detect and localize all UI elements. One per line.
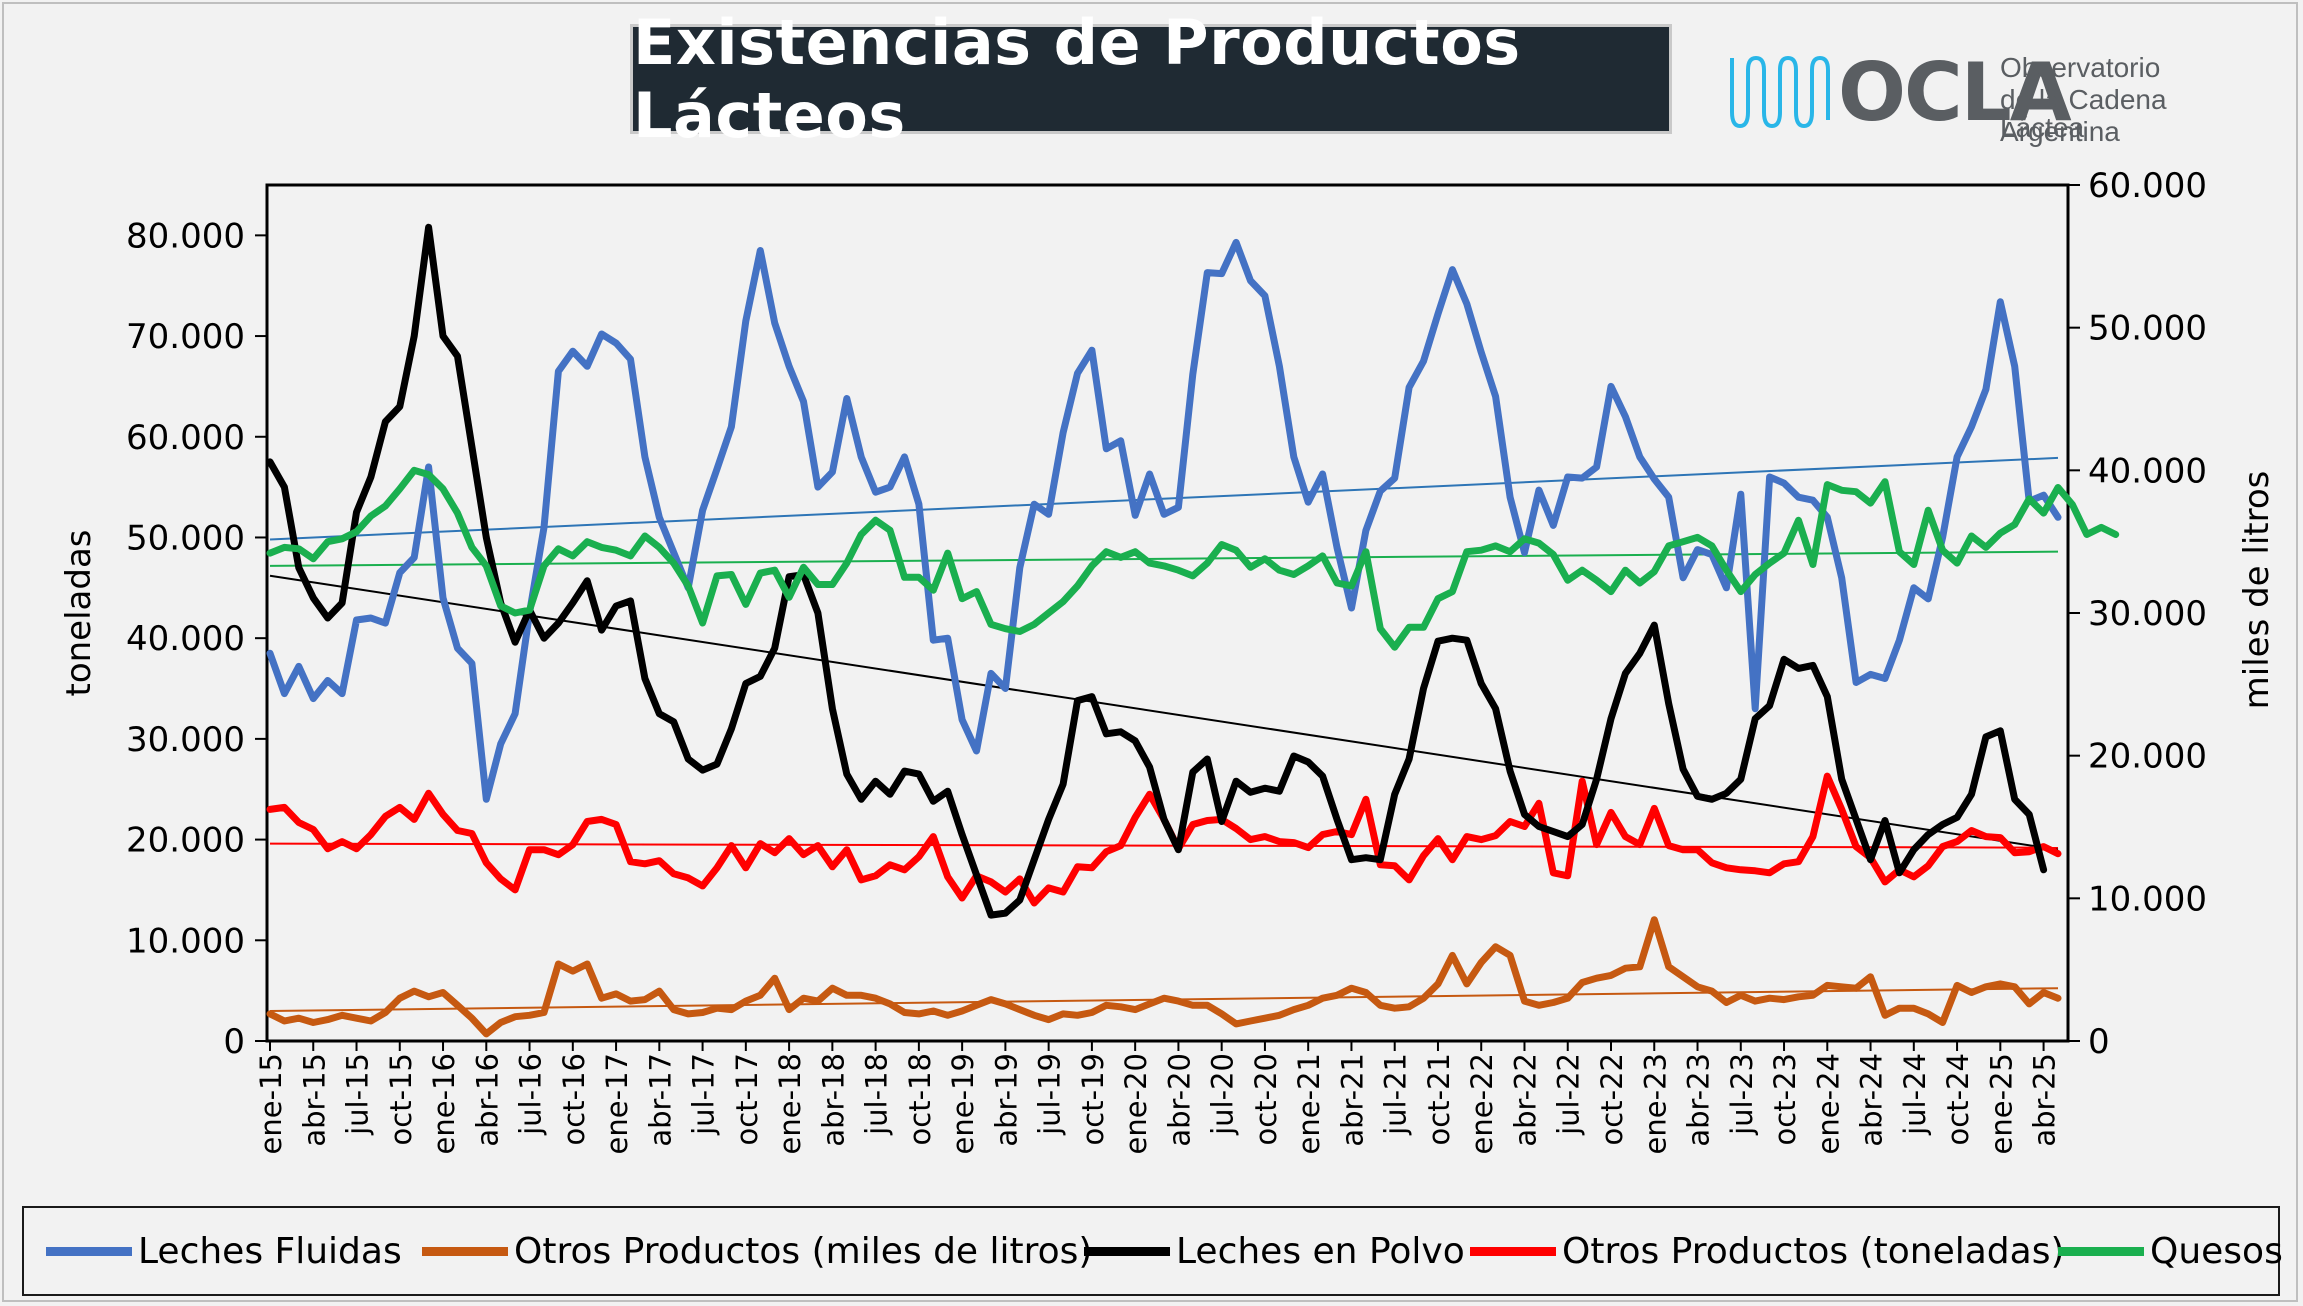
x-tick-label: ene-20 (1119, 1053, 1153, 1154)
chart-title: Existencias de Productos Lácteos (633, 6, 1521, 152)
x-tick-label: oct-24 (1941, 1053, 1975, 1145)
x-tick-label: ene-23 (1638, 1053, 1672, 1154)
y-tick-label: 20.000 (126, 821, 245, 861)
x-tick-label: oct-17 (730, 1053, 764, 1145)
series-lines (266, 223, 2120, 1038)
x-tick-label: jul-19 (1033, 1053, 1067, 1136)
x-tick-label: oct-20 (1249, 1053, 1283, 1145)
plot-area (265, 183, 2070, 1043)
y-tick-label: 40.000 (126, 619, 245, 659)
x-tick-label: jul-20 (1206, 1053, 1240, 1136)
y2-tick-label: 50.000 (2088, 309, 2207, 349)
y-tick-label: 70.000 (126, 317, 245, 357)
legend-item-leches-polvo: Leches en Polvo (1084, 1208, 1465, 1294)
x-tick-label: oct-23 (1768, 1053, 1802, 1145)
legend-label: Leches Fluidas (138, 1230, 402, 1272)
logo-line-2: de la Cadena Láctea (2000, 84, 2167, 143)
legend-swatch (46, 1246, 132, 1256)
x-tick-label: jul-21 (1379, 1053, 1413, 1136)
x-tick-label: abr-16 (470, 1053, 504, 1147)
y-tick-label: 0 (223, 1022, 245, 1062)
x-tick-label: ene-21 (1292, 1053, 1326, 1154)
x-tick-label: ene-16 (427, 1053, 461, 1154)
x-tick-label: ene-22 (1465, 1053, 1499, 1154)
y2-tick-label: 60.000 (2088, 166, 2207, 206)
y-tick-label: 80.000 (126, 216, 245, 256)
x-tick-label: jul-17 (687, 1053, 721, 1136)
y2-tick-label: 0 (2088, 1022, 2110, 1062)
legend-label: Otros Productos (toneladas) (1562, 1230, 2065, 1272)
trendline-leches-en-polvo (269, 574, 2059, 851)
x-tick-label: jul-22 (1552, 1053, 1586, 1136)
legend: Leches Fluidas Otros Productos (miles de… (22, 1206, 2283, 1296)
x-tick-label: oct-16 (557, 1053, 591, 1145)
legend-label: Otros Productos (miles de litros) (514, 1230, 1093, 1272)
chart-title-box: Existencias de Productos Lácteos (630, 6, 1672, 152)
axes: 0 10.000 20.000 30.000 40.000 50.000 60.000 70.… (126, 166, 2207, 1154)
x-tick-label: abr-17 (643, 1053, 677, 1147)
x-tick-label: jul-23 (1725, 1053, 1759, 1136)
legend-label: Leches en Polvo (1176, 1230, 1465, 1272)
legend-swatch (2058, 1246, 2144, 1256)
y2-axis-label: miles de litros (2237, 471, 2277, 710)
x-tick-label: oct-15 (384, 1053, 418, 1145)
logo-line-3: Argentina (2000, 116, 2120, 147)
legend-item-quesos: Quesos (2058, 1208, 2283, 1294)
series-line-leches-fluidas (266, 238, 2062, 803)
trendline-leches-fluidas (269, 456, 2059, 541)
legend-item-leches-fluidas: Leches Fluidas (46, 1208, 402, 1294)
legend-item-otros-litros: Otros Productos (miles de litros) (422, 1208, 1092, 1294)
x-tick-label: abr-20 (1162, 1053, 1196, 1147)
x-tick-label: ene-15 (254, 1053, 288, 1154)
y-tick-label: 60.000 (126, 418, 245, 458)
x-tick-label: ene-25 (1984, 1053, 2018, 1154)
ocla-logo: OCLA Observatorio de la Cadena Láctea Ar… (1728, 40, 2248, 150)
x-tick-label: jul-16 (514, 1053, 548, 1136)
x-tick-label: ene-19 (946, 1053, 980, 1154)
line-chart: 0 10.000 20.000 30.000 40.000 50.000 60.000 70.… (59, 166, 2277, 1154)
x-tick-label: jul-18 (860, 1053, 894, 1136)
x-tick-label: oct-18 (903, 1053, 937, 1145)
y-axis-label: toneladas (59, 529, 99, 696)
x-tick-label: oct-21 (1422, 1053, 1456, 1145)
logo-word: OCLA (1838, 46, 2072, 139)
x-tick-label: ene-24 (1811, 1053, 1845, 1154)
x-tick-label: abr-23 (1682, 1053, 1716, 1147)
series-line-otros-productos-miles-de-litros (266, 916, 2062, 1038)
trendline-quesos (269, 550, 2059, 567)
x-tick-label: oct-22 (1595, 1053, 1629, 1145)
x-tick-label: abr-19 (989, 1053, 1023, 1147)
legend-item-otros-toneladas: Otros Productos (toneladas) (1470, 1208, 2065, 1294)
y-tick-label: 30.000 (126, 720, 245, 760)
x-tick-label: abr-21 (1335, 1053, 1369, 1147)
legend-swatch (1470, 1246, 1556, 1256)
x-tick-label: abr-24 (1855, 1053, 1889, 1147)
legend-swatch (1084, 1246, 1170, 1256)
y-tick-label: 50.000 (126, 518, 245, 558)
y-tick-label: 10.000 (126, 921, 245, 961)
x-tick-label: oct-19 (1076, 1053, 1110, 1145)
x-tick-label: jul-15 (341, 1053, 375, 1136)
x-tick-label: jul-24 (1898, 1053, 1932, 1136)
ocla-wave-icon (1730, 55, 1830, 129)
x-tick-label: ene-17 (600, 1053, 634, 1154)
y2-tick-label: 40.000 (2088, 451, 2207, 491)
x-tick-label: ene-18 (773, 1053, 807, 1154)
x-tick-label: abr-22 (1508, 1053, 1542, 1147)
x-tick-label: abr-18 (816, 1053, 850, 1147)
y2-tick-label: 30.000 (2088, 594, 2207, 634)
series-line-leches-en-polvo (266, 223, 2048, 919)
x-tick-label: abr-25 (2028, 1053, 2062, 1147)
legend-swatch (422, 1246, 508, 1256)
series-line-quesos (266, 466, 2120, 651)
x-tick-label: abr-15 (297, 1053, 331, 1147)
legend-label: Quesos (2150, 1230, 2283, 1272)
y2-tick-label: 10.000 (2088, 879, 2207, 919)
y2-tick-label: 20.000 (2088, 737, 2207, 777)
logo-line-1: Observatorio (2000, 52, 2161, 83)
